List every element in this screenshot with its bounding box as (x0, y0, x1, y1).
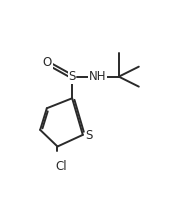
Text: S: S (68, 70, 76, 83)
Text: NH: NH (89, 70, 106, 83)
Text: O: O (43, 56, 52, 69)
Text: S: S (85, 129, 93, 142)
Text: Cl: Cl (55, 160, 67, 173)
